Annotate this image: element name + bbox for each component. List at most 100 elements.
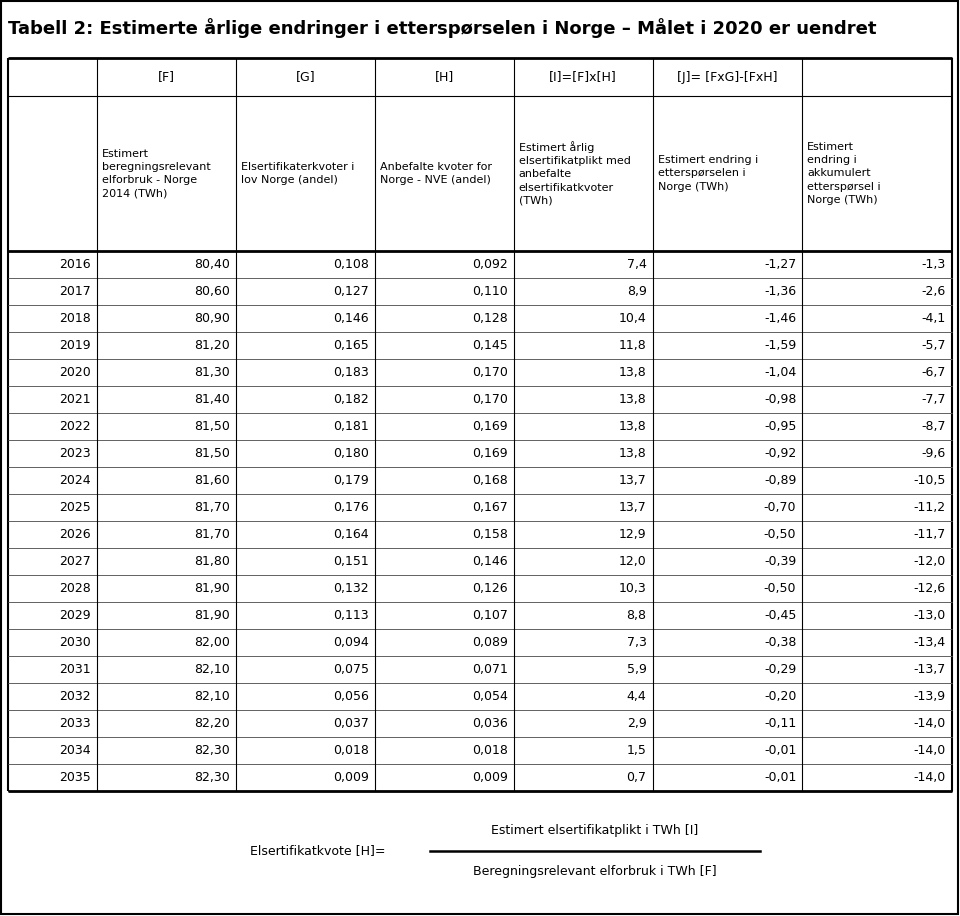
- Text: 80,60: 80,60: [194, 285, 229, 298]
- Text: 13,8: 13,8: [619, 420, 646, 433]
- Text: -1,04: -1,04: [764, 366, 796, 379]
- Text: -14,0: -14,0: [914, 771, 946, 784]
- Text: 0,168: 0,168: [472, 474, 508, 487]
- Text: 0,180: 0,180: [333, 447, 369, 460]
- Bar: [374, 737, 514, 764]
- Text: 0,146: 0,146: [472, 555, 508, 568]
- Text: 2028: 2028: [60, 582, 91, 595]
- Text: 0,108: 0,108: [333, 258, 369, 271]
- Bar: [514, 683, 653, 710]
- Bar: [236, 440, 374, 467]
- Bar: [803, 494, 952, 521]
- Text: 2030: 2030: [60, 636, 91, 649]
- Text: -0,45: -0,45: [764, 609, 796, 622]
- Bar: [8, 58, 97, 96]
- Text: 13,8: 13,8: [619, 393, 646, 406]
- Text: 81,60: 81,60: [194, 474, 229, 487]
- Text: 81,20: 81,20: [194, 339, 229, 352]
- Bar: [514, 96, 653, 251]
- Bar: [514, 710, 653, 737]
- Text: 2018: 2018: [60, 312, 91, 325]
- Bar: [97, 305, 236, 332]
- Bar: [8, 305, 97, 332]
- Bar: [514, 521, 653, 548]
- Bar: [236, 548, 374, 575]
- Bar: [97, 278, 236, 305]
- Bar: [803, 629, 952, 656]
- Text: 0,054: 0,054: [471, 690, 508, 703]
- Bar: [803, 251, 952, 278]
- Bar: [97, 629, 236, 656]
- Text: 0,056: 0,056: [333, 690, 369, 703]
- Text: 0,170: 0,170: [471, 366, 508, 379]
- Bar: [8, 467, 97, 494]
- Text: Elsertifikatkvote [H]=: Elsertifikatkvote [H]=: [250, 845, 386, 857]
- Bar: [514, 494, 653, 521]
- Bar: [97, 494, 236, 521]
- Text: -0,98: -0,98: [764, 393, 796, 406]
- Bar: [514, 602, 653, 629]
- Text: -0,89: -0,89: [764, 474, 796, 487]
- Text: 12,0: 12,0: [619, 555, 646, 568]
- Text: 1,5: 1,5: [627, 744, 646, 757]
- Bar: [8, 764, 97, 791]
- Text: 2027: 2027: [60, 555, 91, 568]
- Text: 2016: 2016: [60, 258, 91, 271]
- Bar: [97, 548, 236, 575]
- Text: 0,126: 0,126: [472, 582, 508, 595]
- Text: 0,036: 0,036: [472, 717, 508, 730]
- Text: -5,7: -5,7: [922, 339, 946, 352]
- Bar: [8, 413, 97, 440]
- Bar: [236, 96, 374, 251]
- Text: [F]: [F]: [157, 71, 175, 83]
- Bar: [653, 386, 803, 413]
- Text: -11,7: -11,7: [914, 528, 946, 541]
- Text: -8,7: -8,7: [922, 420, 946, 433]
- Bar: [8, 710, 97, 737]
- Text: -6,7: -6,7: [922, 366, 946, 379]
- Bar: [8, 548, 97, 575]
- Text: -0,70: -0,70: [764, 501, 796, 514]
- Bar: [514, 548, 653, 575]
- Bar: [374, 521, 514, 548]
- Text: 0,009: 0,009: [471, 771, 508, 784]
- Bar: [803, 305, 952, 332]
- Text: 0,145: 0,145: [472, 339, 508, 352]
- Text: -11,2: -11,2: [914, 501, 946, 514]
- Bar: [374, 710, 514, 737]
- Text: 0,110: 0,110: [472, 285, 508, 298]
- Text: 81,90: 81,90: [194, 609, 229, 622]
- Bar: [514, 359, 653, 386]
- Bar: [514, 58, 653, 96]
- Text: 0,165: 0,165: [333, 339, 369, 352]
- Bar: [803, 58, 952, 96]
- Text: -1,46: -1,46: [764, 312, 796, 325]
- Bar: [97, 386, 236, 413]
- Bar: [374, 683, 514, 710]
- Bar: [653, 683, 803, 710]
- Bar: [374, 764, 514, 791]
- Text: 81,70: 81,70: [194, 528, 229, 541]
- Text: 2017: 2017: [60, 285, 91, 298]
- Bar: [236, 629, 374, 656]
- Bar: [514, 251, 653, 278]
- Text: 2,9: 2,9: [627, 717, 646, 730]
- Text: Estimert
endring i
akkumulert
etterspørsel i
Norge (TWh): Estimert endring i akkumulert etterspørs…: [807, 142, 881, 205]
- Bar: [8, 656, 97, 683]
- Bar: [97, 656, 236, 683]
- Text: -0,39: -0,39: [764, 555, 796, 568]
- Text: 0,7: 0,7: [627, 771, 646, 784]
- Text: -0,92: -0,92: [764, 447, 796, 460]
- Bar: [236, 737, 374, 764]
- Bar: [653, 575, 803, 602]
- Text: 4,4: 4,4: [627, 690, 646, 703]
- Bar: [236, 413, 374, 440]
- Bar: [97, 521, 236, 548]
- Text: -0,50: -0,50: [764, 582, 796, 595]
- Text: -7,7: -7,7: [922, 393, 946, 406]
- Bar: [653, 521, 803, 548]
- Bar: [514, 440, 653, 467]
- Text: 10,3: 10,3: [619, 582, 646, 595]
- Bar: [653, 96, 803, 251]
- Bar: [374, 251, 514, 278]
